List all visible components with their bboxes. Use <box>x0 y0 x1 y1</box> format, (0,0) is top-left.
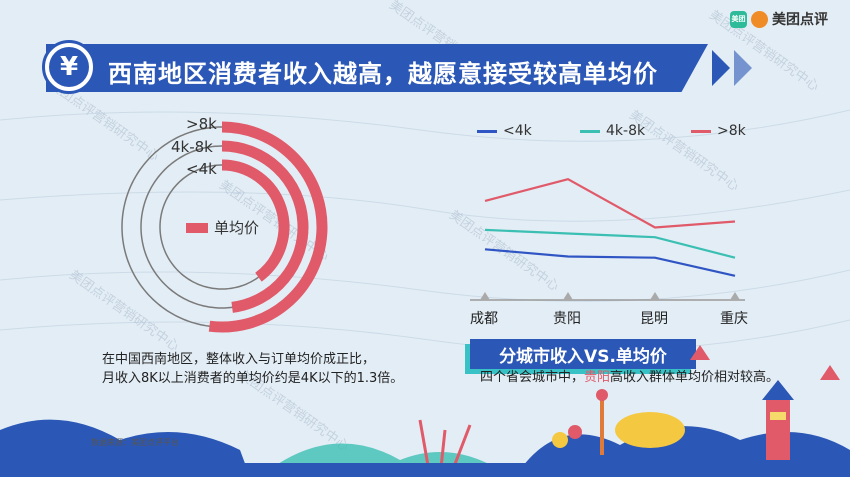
caption-highlight: 贵阳 <box>584 370 611 385</box>
x-tick <box>563 292 573 300</box>
caption-prefix: 四个省会城市中， <box>480 370 585 385</box>
series-line-0 <box>484 248 736 277</box>
data-source: 数据来源：美团点评平台 <box>91 438 179 447</box>
x-tick <box>730 292 740 300</box>
legend-avg-price: 单均价 <box>186 217 259 238</box>
yen-badge: ¥ <box>42 40 96 94</box>
legend-label: >8k <box>717 123 746 139</box>
mascot-icon <box>751 10 768 28</box>
legend-label: 单均价 <box>214 219 260 237</box>
legend-label: <4k <box>503 123 532 139</box>
radial-arcs <box>208 121 328 333</box>
page-title: 西南地区消费者收入越高，越愿意接受较高单均价 <box>108 60 658 88</box>
brand-name: 美团点评 <box>772 12 828 28</box>
ring-label: 4k-8k <box>171 138 213 156</box>
x-tick-label: 重庆 <box>720 311 748 327</box>
meituan-logo-icon: 美团 <box>730 10 747 28</box>
chevron-right-icon <box>712 50 730 86</box>
chevron-right-icon <box>734 50 752 86</box>
series-lines <box>484 178 736 277</box>
right-caption: 四个省会城市中，贵阳高收入群体单均价相对较高。 <box>480 366 779 385</box>
caption-line: 在中国西南地区，整体收入与订单均价成正比， <box>102 352 376 367</box>
caption-suffix: 高收入群体单均价相对较高。 <box>610 370 780 385</box>
radial-bar-0 <box>208 121 328 333</box>
yen-icon: ¥ <box>49 47 89 87</box>
x-tick-label: 成都 <box>470 311 498 327</box>
ring-label: <4k <box>186 160 217 178</box>
caption-line: 月收入8K以上消费者的单均价约是4K以下的1.3倍。 <box>102 371 404 386</box>
x-ticks <box>480 292 740 300</box>
x-tick-label: 昆明 <box>640 311 668 327</box>
x-tick <box>650 292 660 300</box>
radial-bar-2 <box>221 159 290 282</box>
legend-label: 4k-8k <box>606 123 646 139</box>
legend-item-high: >8k <box>691 123 746 139</box>
series-line-1 <box>484 228 736 259</box>
legend-item-mid: 4k-8k <box>580 123 645 139</box>
radial-bar-1 <box>221 140 309 313</box>
ring-label: >8k <box>186 115 217 133</box>
x-tick <box>480 292 490 300</box>
bottom-band <box>0 463 850 477</box>
legend-swatch <box>186 222 208 233</box>
right-subtitle: 分城市收入VS.单均价 <box>470 339 696 369</box>
brand-logo: 美团 美团点评 <box>730 9 828 29</box>
legend-item-low: <4k <box>477 123 532 139</box>
title-banner <box>46 44 708 92</box>
left-caption: 在中国西南地区，整体收入与订单均价成正比， 月收入8K以上消费者的单均价约是4K… <box>102 350 403 388</box>
x-tick-label: 贵阳 <box>553 311 581 327</box>
series-line-2 <box>484 178 736 229</box>
